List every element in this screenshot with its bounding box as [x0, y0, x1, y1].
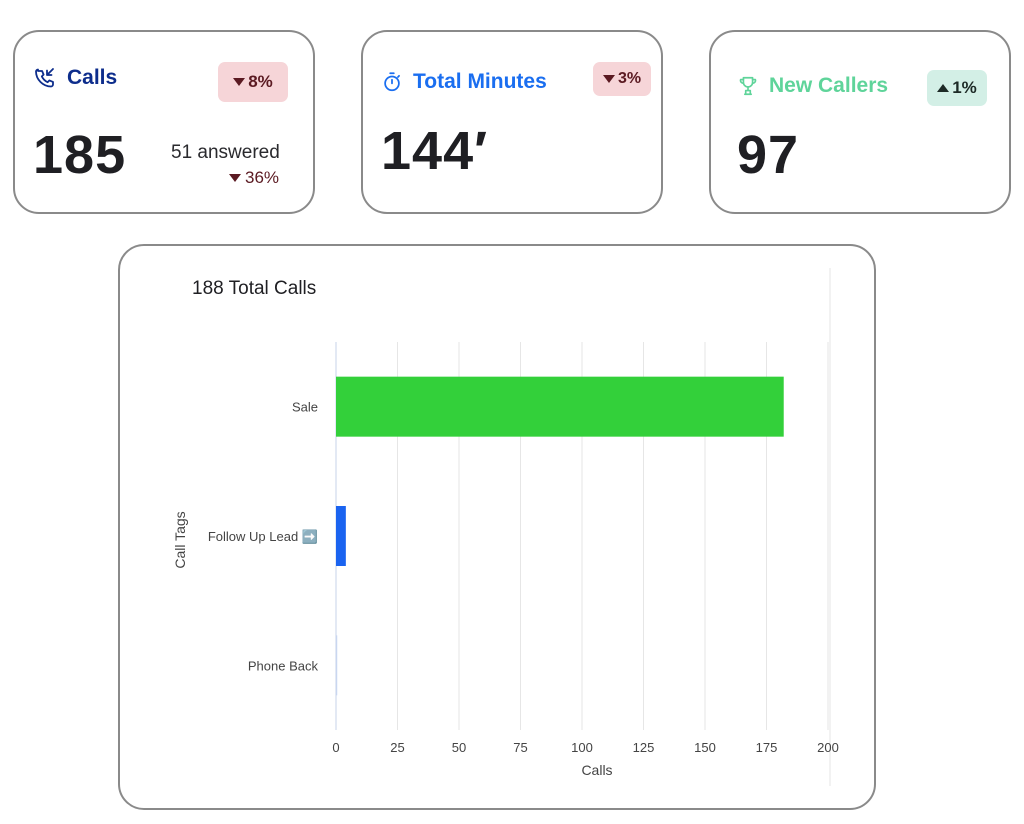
calls-answered: 51 answered: [171, 142, 280, 163]
bar-1: [336, 506, 346, 566]
total-minutes-value: 144′: [381, 121, 489, 181]
x-tick-label-75: 75: [513, 740, 527, 755]
call-tags-bar-chart: 0 25 50 75 100 125 150 175 200 Sale Follow Up Lead…: [172, 268, 839, 786]
new-callers-title-text: New Callers: [769, 74, 889, 97]
x-tick-label-100: 100: [571, 740, 593, 755]
x-tick-label-0: 0: [332, 740, 339, 755]
new-callers-value: 97: [737, 125, 800, 185]
calls-answered-change: 36%: [229, 168, 279, 188]
phone-incoming-icon: [33, 66, 57, 90]
category-label-1: Follow Up Lead ➡️: [208, 529, 318, 544]
bar-2: [336, 635, 338, 696]
x-tick-label-25: 25: [390, 740, 404, 755]
total-minutes-card[interactable]: Total Minutes 3% 144′: [361, 30, 663, 214]
category-label-0: Sale: [292, 400, 318, 415]
down-triangle-icon: [229, 174, 241, 182]
calls-value: 185: [33, 125, 127, 185]
new-callers-change-value: 1%: [952, 78, 977, 97]
total-minutes-card-title: Total Minutes: [381, 70, 547, 94]
calls-card[interactable]: Calls 8% 185 51 answered 36%: [13, 30, 315, 214]
calls-title-text: Calls: [67, 66, 118, 89]
calls-change-value: 8%: [248, 72, 273, 91]
calls-change-badge: 8%: [218, 62, 288, 102]
bar-0: [336, 376, 784, 437]
down-triangle-icon: [233, 78, 246, 86]
total-minutes-change-value: 3%: [617, 70, 642, 87]
calls-card-title: Calls: [33, 66, 117, 90]
x-tick-label-175: 175: [756, 740, 778, 755]
category-label-2: Phone Back: [248, 658, 319, 673]
x-tick-label-50: 50: [452, 740, 466, 755]
x-tick-label-125: 125: [633, 740, 655, 755]
x-tick-label-150: 150: [694, 740, 716, 755]
x-tick-label-200: 200: [817, 740, 839, 755]
new-callers-card-title: New Callers: [737, 74, 888, 98]
new-callers-change-badge: 1%: [927, 70, 987, 106]
call-tags-chart-card: 188 Total Calls 0 25 50 75 100 125 150 175 200 Sa…: [118, 244, 876, 810]
total-minutes-title-text: Total Minutes: [413, 70, 547, 93]
calls-answered-change-value: 36%: [245, 168, 280, 187]
y-axis-title: Call Tags: [172, 511, 188, 568]
trophy-icon: [737, 75, 759, 97]
new-callers-card[interactable]: New Callers 1% 97: [709, 30, 1011, 214]
x-axis-title: Calls: [581, 762, 612, 778]
stopwatch-icon: [381, 71, 403, 93]
up-triangle-icon: [937, 84, 950, 92]
down-triangle-icon: [602, 75, 615, 83]
total-minutes-change-badge: 3%: [593, 62, 651, 96]
chart-title: 188 Total Calls: [192, 278, 317, 299]
